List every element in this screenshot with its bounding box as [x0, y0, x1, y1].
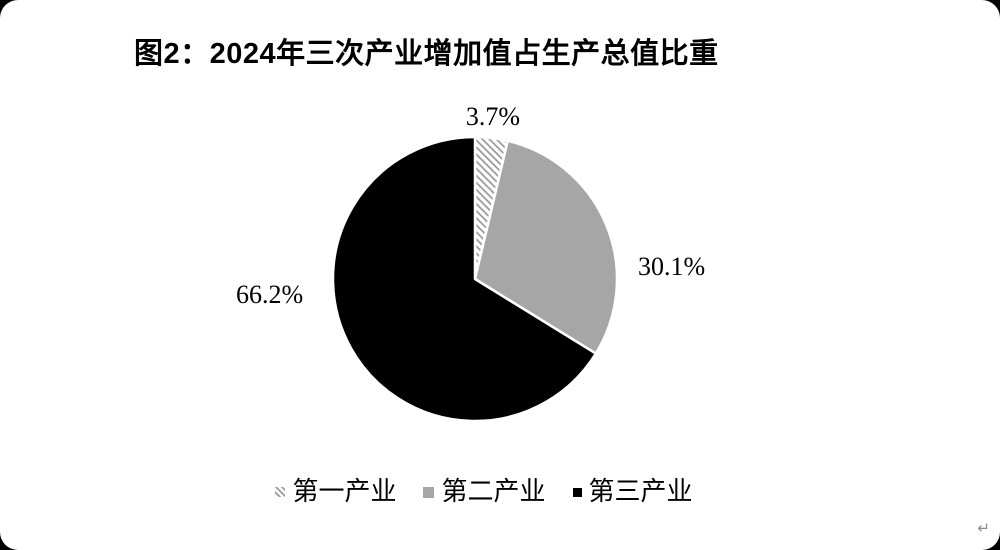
chart-title: 图2：2024年三次产业增加值占生产总值比重: [134, 38, 719, 70]
paragraph-return-icon: ↵: [977, 519, 990, 537]
slice-label-primary: 3.7%: [465, 102, 521, 131]
pie-chart[interactable]: [315, 119, 635, 439]
legend-swatch-black-icon: [572, 487, 582, 497]
slice-label-secondary: 30.1%: [638, 252, 706, 281]
legend-item-primary: 第一产业: [275, 477, 396, 507]
legend-item-tertiary: 第三产业: [572, 477, 693, 507]
pie-slice-tertiary[interactable]: [331, 135, 598, 423]
slice-label-tertiary: 66.2%: [236, 280, 304, 309]
legend-swatch-gray-icon: [423, 486, 435, 498]
legend-label-primary: 第一产业: [292, 477, 397, 506]
chart-legend: 第一产业 第二产业 第三产业: [0, 477, 984, 507]
legend-swatch-hatch-icon: [275, 487, 286, 497]
legend-label-tertiary: 第三产业: [588, 477, 693, 506]
legend-item-secondary: 第二产业: [423, 477, 546, 507]
legend-label-secondary: 第二产业: [441, 477, 546, 506]
